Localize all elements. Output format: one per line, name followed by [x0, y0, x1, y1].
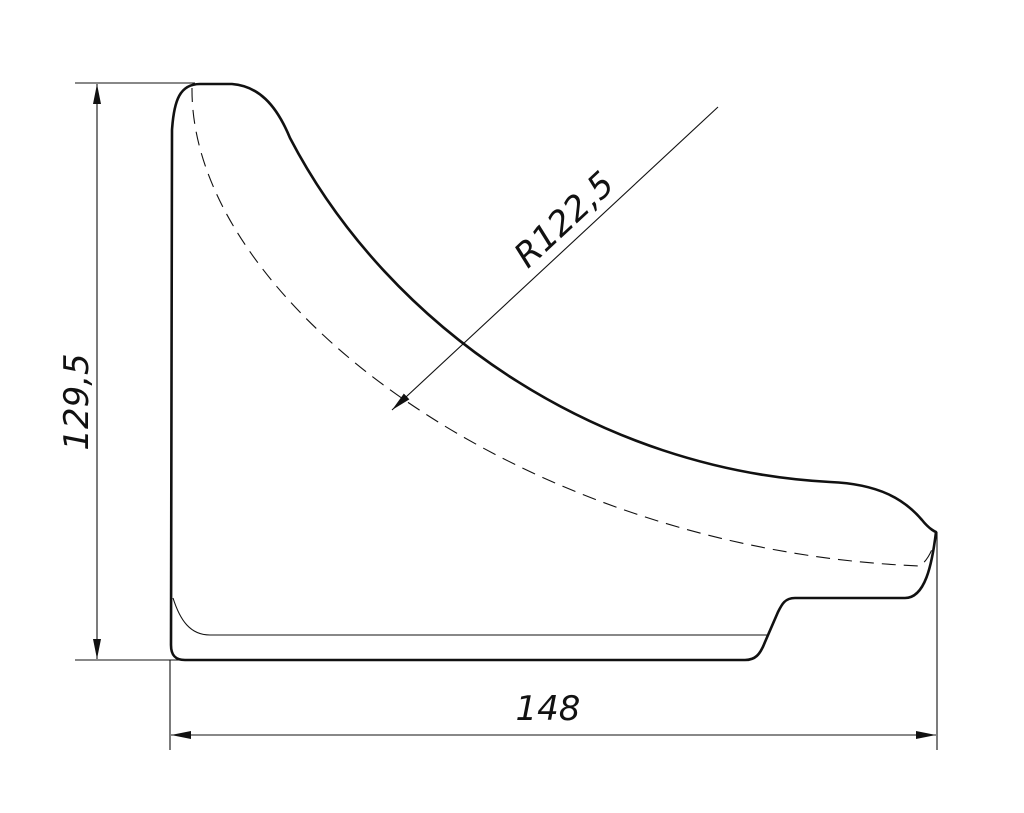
width-label: 148 — [516, 689, 581, 729]
radius-leader — [391, 106, 719, 411]
radius-arc — [191, 87, 937, 567]
profile-outline — [169, 82, 938, 662]
height-label: 129,5 — [57, 353, 97, 450]
radius-label: R122,5 — [507, 164, 623, 276]
inner-line — [172, 597, 767, 636]
